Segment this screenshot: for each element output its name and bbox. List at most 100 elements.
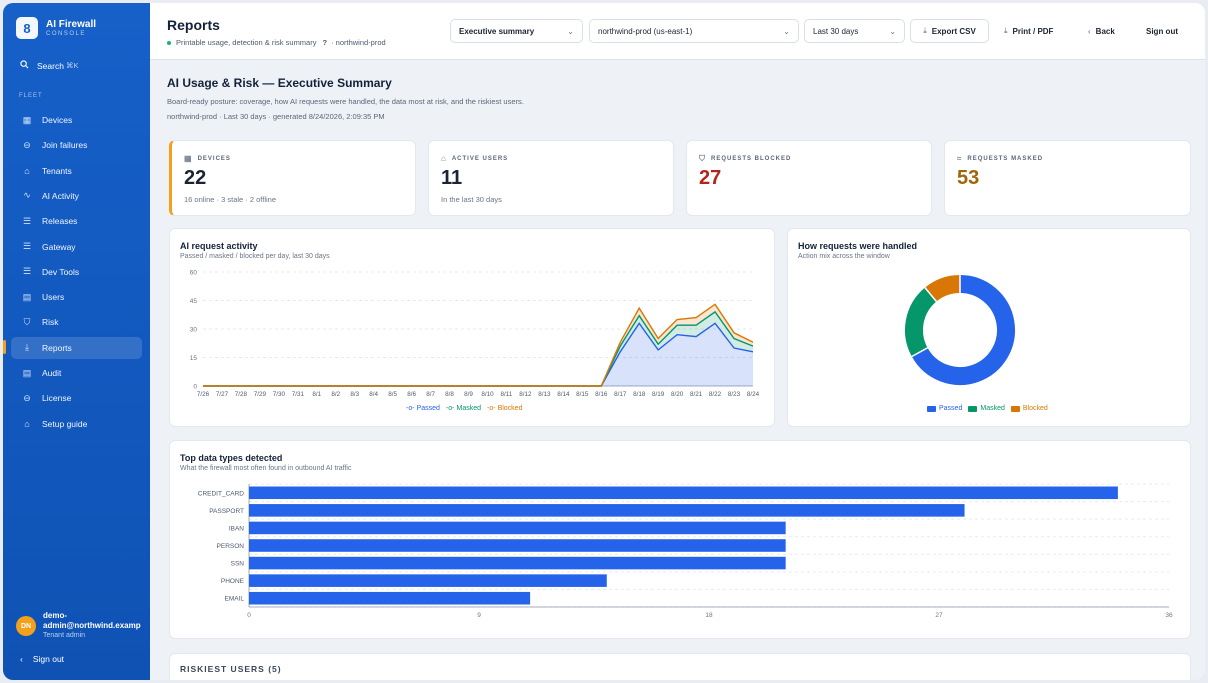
sidebar-item-label: Reports (42, 342, 72, 353)
sidebar-item-gateway[interactable]: ☰ Gateway (11, 236, 142, 258)
brand[interactable]: 8 AI Firewall CONSOLE (16, 17, 96, 39)
sidebar-item-tenants[interactable]: ⌂ Tenants (11, 160, 142, 182)
search-label: Search (37, 60, 64, 71)
kpi-label: ⌂ ACTIVE USERS (441, 154, 508, 163)
legend-swatch (1010, 405, 1020, 412)
section-label-fleet: FLEET (19, 93, 43, 99)
x-tick-label: 8/20 (671, 391, 684, 398)
kpi-value: 11 (441, 167, 463, 189)
sidebar-signout-button[interactable]: ‹ Sign out (20, 654, 64, 664)
sidebar-item-label: Devices (42, 115, 73, 125)
handled-legend: Passed Masked Blocked (924, 405, 1051, 412)
report-type-select[interactable]: Executive summary ⌄ (450, 19, 583, 43)
report-meta: northwind-prod · Last 30 days · generate… (167, 112, 385, 121)
stack-icon: ☰ (22, 241, 32, 251)
legend-swatch (968, 405, 978, 412)
shield-icon: ⛉ (23, 316, 31, 327)
sidebar-item-ai-activity[interactable]: ∿ AI Activity (11, 185, 142, 207)
tenant-select[interactable]: northwind-prod (us-east-1) ⌄ (589, 19, 799, 43)
x-tick-label: 7/29 (254, 391, 267, 398)
activity-chart-card: AI request activity Passed / masked / bl… (169, 228, 775, 427)
bar-credit-card (249, 486, 1118, 500)
sidebar-item-users[interactable]: ▤ Users (11, 286, 142, 308)
kpi-sub: 16 online · 3 stale · 2 offline (184, 195, 277, 204)
sidebar-item-label: Risk (42, 317, 59, 328)
bar-passport (249, 504, 965, 517)
y-tick-label: PERSON (217, 543, 245, 550)
sidebar-item-setup-guide[interactable]: ⌂ Setup guide (11, 413, 142, 435)
report-description: Board-ready posture: coverage, how AI re… (167, 97, 524, 106)
x-tick-label: 8/18 (633, 391, 646, 398)
kpi-value: 22 (184, 167, 207, 189)
legend-marker-icon: -o- (487, 405, 496, 412)
user-profile[interactable]: DN demo- admin@northwind.examp Tenant ad… (16, 611, 141, 639)
range-select[interactable]: Last 30 days ⌄ (804, 19, 905, 43)
sidebar-item-label: AI Activity (42, 190, 79, 201)
handled-chart-card: How requests were handled Action mix acr… (787, 228, 1191, 427)
search-icon (20, 60, 29, 71)
sidebar-item-releases[interactable]: ☰ Releases (11, 210, 142, 232)
x-tick-label: 18 (705, 612, 713, 619)
legend-item-passed: -o- Passed (406, 405, 440, 412)
search-button[interactable]: Search ⌘K (20, 60, 78, 71)
sidebar-item-label: Join failures (42, 140, 88, 151)
bar-ssn (249, 556, 786, 570)
sidebar-item-join-failures[interactable]: ⊖ Join failures (11, 134, 142, 156)
chevron-down-icon: ⌄ (889, 26, 896, 36)
sidebar-item-risk[interactable]: ⛉ Risk (11, 311, 142, 333)
riskiest-users-card: RISKIEST USERS (5) (169, 653, 1191, 680)
y-tick-label: 60 (190, 270, 198, 277)
report-title: AI Usage & Risk — Executive Summary (167, 76, 392, 90)
page-subtitle-text: Printable usage, detection & risk summar… (176, 38, 317, 47)
kpi-card-requests-blocked: ⛉ REQUESTS BLOCKED 27 (686, 140, 932, 216)
legend-label: Masked (456, 405, 481, 412)
shield-icon: ⛉ (699, 154, 706, 163)
signout-button[interactable]: Sign out (1146, 19, 1178, 43)
chevron-down-icon: ⌄ (567, 26, 574, 36)
sidebar-item-label: Audit (42, 368, 62, 378)
x-tick-label: 8/17 (614, 391, 627, 398)
kpi-card-devices: ▦ DEVICES 22 16 online · 3 stale · 2 off… (169, 140, 416, 216)
sidebar-item-dev-tools[interactable]: ☰ Dev Tools (11, 261, 142, 283)
stack-icon: ☰ (22, 266, 32, 277)
report-type-value: Executive summary (459, 26, 535, 36)
x-tick-label: 8/1 (312, 391, 321, 398)
sidebar-item-label: License (42, 393, 72, 404)
print-pdf-button[interactable]: ⤓ Print / PDF (1004, 19, 1053, 43)
x-tick-label: 8/14 (557, 391, 570, 398)
y-tick-label: EMAIL (224, 596, 244, 603)
donut-slice-passed (911, 275, 1015, 385)
users-icon: ⌂ (441, 154, 447, 163)
app-window: 8 AI Firewall CONSOLE Search ⌘K FLEET ▦ D… (3, 3, 1205, 680)
back-button[interactable]: ‹ Back (1088, 19, 1115, 43)
x-tick-label: 8/21 (690, 391, 703, 398)
main-content: AI Usage & Risk — Executive Summary Boar… (150, 60, 1205, 680)
kpi-label-text: REQUESTS MASKED (967, 155, 1044, 162)
bar-phone (249, 574, 607, 587)
x-tick-label: 8/10 (481, 391, 494, 398)
sidebar-item-license[interactable]: ⊖ License (11, 387, 142, 409)
export-csv-button[interactable]: ⤓ Export CSV (910, 19, 989, 43)
legend-label: Blocked (1022, 405, 1048, 412)
sidebar-item-devices[interactable]: ▦ Devices (11, 109, 142, 131)
kpi-label-text: ACTIVE USERS (451, 155, 509, 162)
mask-icon: ≈ (957, 154, 963, 163)
datatypes-bar-chart: 0 9 18 27 36 CREDIT_CARD PASSPORT IBAN PERSON SSN… (198, 483, 1173, 619)
sidebar-item-audit[interactable]: ▤ Audit (11, 362, 142, 384)
legend-item-masked: -o- Masked (446, 405, 481, 412)
legend-marker-icon: -o- (406, 405, 415, 412)
stack-icon: ☰ (22, 215, 32, 226)
sidebar-item-reports[interactable]: ⤓ Reports (11, 336, 142, 359)
slice-separator (924, 287, 937, 302)
export-csv-label: Export CSV (931, 26, 976, 36)
download-icon: ⤓ (25, 342, 29, 353)
legend-marker-icon: -o- (445, 405, 455, 412)
activity-chart-subtitle: Passed / masked / blocked per day, last … (180, 253, 330, 260)
x-tick-label: 8/3 (350, 391, 359, 398)
x-tick-label: 8/11 (501, 391, 513, 398)
x-tick-label: 8/24 (747, 391, 760, 398)
trend-icon: ∿ (23, 190, 31, 201)
kpi-label-text: DEVICES (197, 155, 231, 162)
kpi-label: ⛉ REQUESTS BLOCKED (699, 154, 791, 164)
help-icon[interactable]: ? (322, 38, 328, 47)
